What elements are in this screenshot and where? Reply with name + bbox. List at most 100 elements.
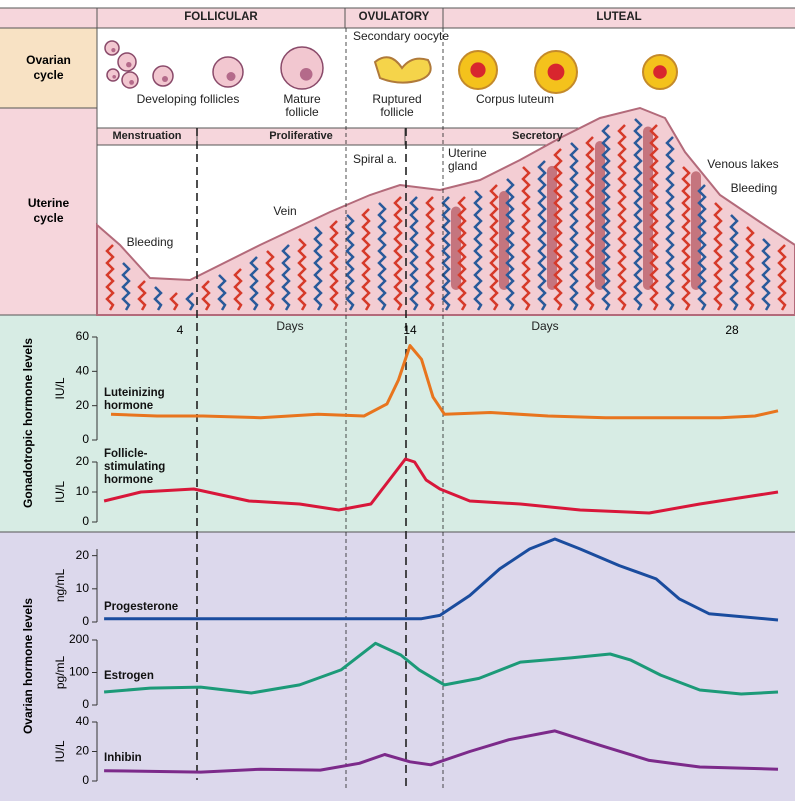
ovary-label: Secondary oocyte (352, 29, 450, 43)
follicle (121, 71, 139, 89)
series-label: Inhibin (104, 752, 142, 764)
ovarian-row-bg (0, 28, 97, 108)
y-axis-label: IU/L (53, 740, 67, 762)
y-tick-label: 20 (76, 548, 90, 562)
y-tick-label: 40 (76, 364, 90, 378)
vein (249, 256, 259, 311)
axis-label: Days (276, 319, 304, 333)
vein (537, 160, 547, 311)
axis-label: Days (531, 319, 559, 333)
spiral-artery (137, 280, 147, 311)
spiral-artery (201, 280, 211, 311)
corpus-center (470, 62, 486, 78)
vein (345, 214, 355, 311)
y-tick-label: 0 (82, 514, 89, 528)
subphase-bar (97, 128, 670, 145)
spiral-artery (457, 196, 467, 311)
ovary-label: Mature follicle (283, 92, 321, 119)
vein (665, 136, 675, 311)
vein (761, 238, 771, 311)
spiral-artery (233, 268, 243, 311)
spiral-artery (361, 208, 371, 311)
y-axis-label: ng/mL (53, 569, 67, 603)
day-tick-label: 14 (403, 323, 417, 337)
vein (185, 292, 195, 311)
oocyte (111, 48, 116, 53)
y-tick-label: 20 (76, 454, 90, 468)
vein (729, 214, 739, 311)
spiral-artery (489, 184, 499, 311)
gland (547, 165, 557, 290)
series-line (103, 457, 779, 515)
gland (691, 171, 701, 290)
vein (217, 274, 227, 311)
uterus-label: Vein (273, 204, 297, 218)
oocyte (162, 76, 168, 82)
ruptured-follicle (373, 56, 432, 84)
follicle (280, 46, 324, 90)
gland (451, 206, 461, 290)
series-line (104, 537, 779, 622)
series-line (104, 729, 779, 774)
vein (377, 202, 387, 311)
subphase-label: Menstruation (112, 130, 182, 142)
vein (505, 178, 515, 311)
vein (313, 226, 323, 311)
y-tick-label: 100 (69, 665, 89, 679)
spiral-artery (649, 124, 659, 311)
ovary-label: Ruptured follicle (372, 92, 422, 119)
ovary-label: Corpus luteum (475, 92, 555, 106)
oocyte (226, 72, 236, 81)
y-axis-label: IU/L (53, 481, 67, 503)
spiral-artery (521, 166, 531, 311)
y-axis-label: pg/mL (53, 656, 67, 690)
phase-label: OVULATORY (358, 11, 430, 23)
y-tick-label: 0 (82, 697, 89, 711)
subphase-label: Secretory (512, 130, 563, 142)
uterine-row-bg (0, 108, 97, 315)
y-tick-label: 0 (82, 614, 89, 628)
uterus-label: Bleeding (126, 235, 174, 249)
day-tick-label: 4 (177, 323, 184, 337)
vein (697, 184, 707, 311)
group-label: Ovarian hormone levels (21, 598, 35, 734)
uterus-label: Bleeding (730, 181, 778, 195)
spiral-artery (585, 136, 595, 311)
spiral-artery (713, 202, 723, 311)
vein (601, 124, 611, 311)
series-line (110, 344, 779, 420)
y-tick-label: 60 (76, 329, 90, 343)
row-label: Uterine cycle (27, 196, 70, 225)
follicle (106, 68, 120, 82)
vein (409, 196, 419, 311)
spiral-artery (265, 250, 275, 311)
follicle (117, 52, 137, 72)
series-label: Estrogen (104, 670, 154, 682)
spiral-artery (617, 124, 627, 311)
oocyte (126, 61, 132, 68)
ovary-label: Developing follicles (136, 92, 240, 106)
corpus-center (653, 65, 667, 79)
spiral-artery (169, 292, 179, 311)
follicle (212, 56, 244, 88)
spiral-artery (329, 220, 339, 311)
series-line (103, 641, 779, 696)
row-label: Ovarian cycle (26, 53, 71, 82)
phase-label: FOLLICULAR (184, 11, 258, 23)
spiral-artery (393, 196, 403, 311)
vein (281, 244, 291, 311)
series-label: Progesterone (104, 601, 179, 613)
oocyte (112, 75, 116, 79)
vein (121, 262, 131, 311)
y-tick-label: 10 (76, 581, 90, 595)
corpus-center (547, 63, 565, 81)
y-axis-label: IU/L (53, 377, 67, 399)
vein (441, 196, 451, 311)
spiral-artery (745, 226, 755, 311)
phase-bar (0, 8, 795, 28)
follicle (152, 65, 174, 87)
y-tick-label: 0 (82, 432, 89, 446)
uterus-label: Venous lakes (707, 157, 779, 171)
